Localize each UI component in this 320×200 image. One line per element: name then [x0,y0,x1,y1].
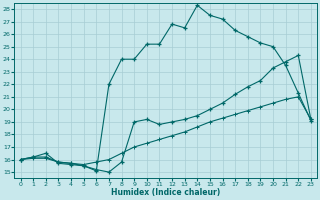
X-axis label: Humidex (Indice chaleur): Humidex (Indice chaleur) [111,188,220,197]
